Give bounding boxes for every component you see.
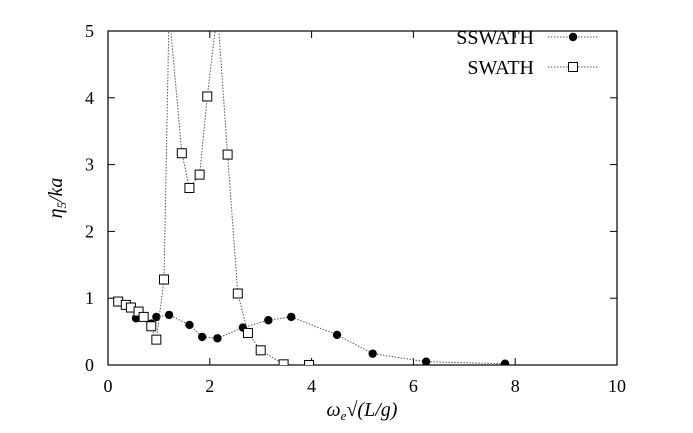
data-point-sswath	[287, 312, 296, 322]
y-axis-label: η5/ka	[45, 178, 69, 219]
data-point-sswath	[197, 332, 207, 342]
x-tick-label: 4	[307, 376, 316, 396]
y-tick-label: 5	[85, 21, 94, 41]
legend-marker-sswath	[568, 32, 578, 42]
data-point-swath	[278, 359, 289, 365]
series-line-swath	[117, 31, 310, 365]
data-point-swath	[176, 148, 187, 159]
data-point-swath	[138, 311, 149, 322]
data-point-swath	[151, 334, 162, 345]
data-point-sswath	[368, 349, 377, 358]
data-point-swath	[158, 274, 169, 285]
series-layer	[113, 31, 510, 365]
data-point-sswath	[332, 330, 342, 340]
x-tick-label: 10	[608, 376, 626, 396]
y-tick-label: 4	[85, 88, 94, 108]
series-line-sswath	[135, 314, 506, 365]
data-point-swath	[194, 169, 205, 180]
legend-label-sswath: SSWATH	[456, 27, 534, 49]
legend-entry-sswath: SSWATH	[456, 27, 598, 49]
plot-frame	[107, 30, 618, 366]
data-point-sswath	[500, 359, 510, 365]
data-point-sswath	[213, 334, 222, 343]
data-point-sswath	[264, 316, 273, 325]
y-tick-label: 3	[85, 155, 94, 175]
data-point-swath	[242, 327, 253, 338]
series-sswath	[131, 310, 510, 365]
data-point-swath	[184, 182, 195, 193]
data-point-sswath	[185, 320, 194, 330]
data-point-swath	[232, 288, 243, 299]
y-tick-label: 1	[85, 288, 94, 308]
x-tick-labels: 0 2 4 6 8 10	[104, 376, 627, 396]
data-point-sswath	[421, 357, 431, 365]
x-tick-label: 8	[511, 376, 520, 396]
data-point-swath	[222, 149, 233, 160]
x-axis-label: ωe√(L/g)	[327, 399, 398, 423]
x-tick-label: 0	[104, 376, 113, 396]
legend: SSWATH SWATH	[456, 27, 598, 79]
data-point-swath	[146, 321, 157, 332]
legend-marker-swath	[568, 62, 578, 72]
data-point-swath	[255, 345, 266, 356]
data-point-swath	[304, 360, 315, 365]
data-point-sswath	[152, 312, 161, 322]
legend-label-swath: SWATH	[467, 57, 534, 79]
series-swath	[113, 31, 315, 365]
y-tick-label: 2	[85, 221, 94, 241]
x-tick-label: 2	[205, 376, 214, 396]
y-tick-labels: 0 1 2 3 4 5	[85, 21, 94, 375]
legend-entry-swath: SWATH	[467, 57, 598, 79]
data-point-swath	[202, 91, 213, 102]
data-point-sswath	[164, 310, 174, 320]
y-tick-label: 0	[85, 355, 94, 375]
x-tick-label: 6	[409, 376, 418, 396]
axis-ticks	[107, 30, 618, 366]
data-point-swath	[133, 306, 144, 317]
